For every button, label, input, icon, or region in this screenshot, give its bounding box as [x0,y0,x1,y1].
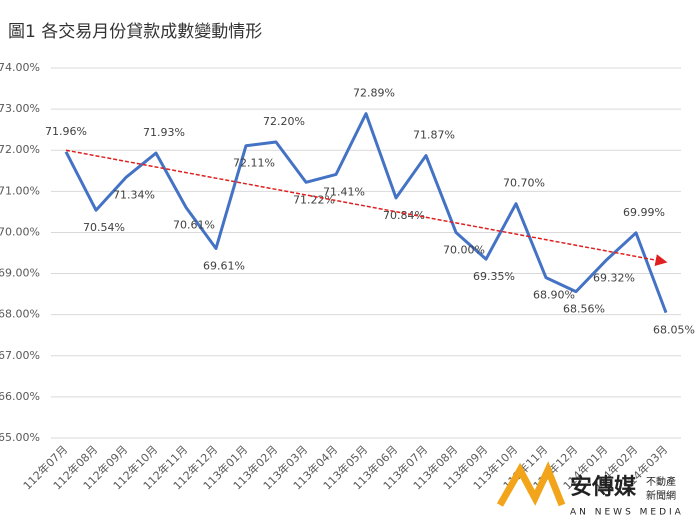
data-label: 70.61% [173,218,215,231]
brand-sub: 不動產 [646,475,676,488]
data-label: 70.70% [503,177,545,190]
data-label: 69.99% [623,206,665,219]
data-label: 69.32% [593,271,635,284]
chart-title: 圖1 各交易月份貸款成數變動情形 [8,22,262,42]
y-tick-label: 70.00% [0,225,40,238]
data-label: 71.34% [113,188,155,201]
data-label: 70.84% [383,209,425,222]
data-label: 72.20% [263,115,305,128]
data-label: 70.00% [443,243,485,256]
data-label: 72.89% [353,87,395,100]
y-tick-label: 67.00% [0,349,40,362]
data-label: 70.54% [83,221,125,234]
line [64,112,668,314]
data-label: 68.05% [653,324,695,337]
data-label: 69.61% [203,259,245,272]
y-tick-label: 74.00% [0,61,40,74]
y-tick-label: 66.00% [0,390,40,403]
data-label: 68.90% [533,289,575,302]
data-label: 72.11% [233,157,275,170]
data-label: 71.93% [143,126,185,139]
brand-sub: 新聞網 [646,489,676,502]
data-label: 68.56% [563,303,605,316]
brand: 安傳媒 [570,474,637,500]
data-label: 71.41% [323,185,365,198]
data-label: 69.35% [473,270,515,283]
brand-en: AN NEWS MEDIA [570,508,684,518]
y-tick-label: 73.00% [0,102,40,115]
y-tick-label: 68.00% [0,308,40,321]
y-tick-label: 72.00% [0,143,40,156]
data-label: 71.22% [293,193,335,206]
logo [496,461,566,507]
y-tick-label: 69.00% [0,267,40,280]
y-tick-label: 71.00% [0,184,40,197]
trend-line [65,149,668,267]
y-tick-label: 65.00% [0,431,40,444]
watermark: 安傳媒 不動產 新聞網 AN NEWS MEDIA [496,461,684,518]
data-label: 71.96% [45,125,87,138]
data-label: 71.87% [413,129,455,142]
